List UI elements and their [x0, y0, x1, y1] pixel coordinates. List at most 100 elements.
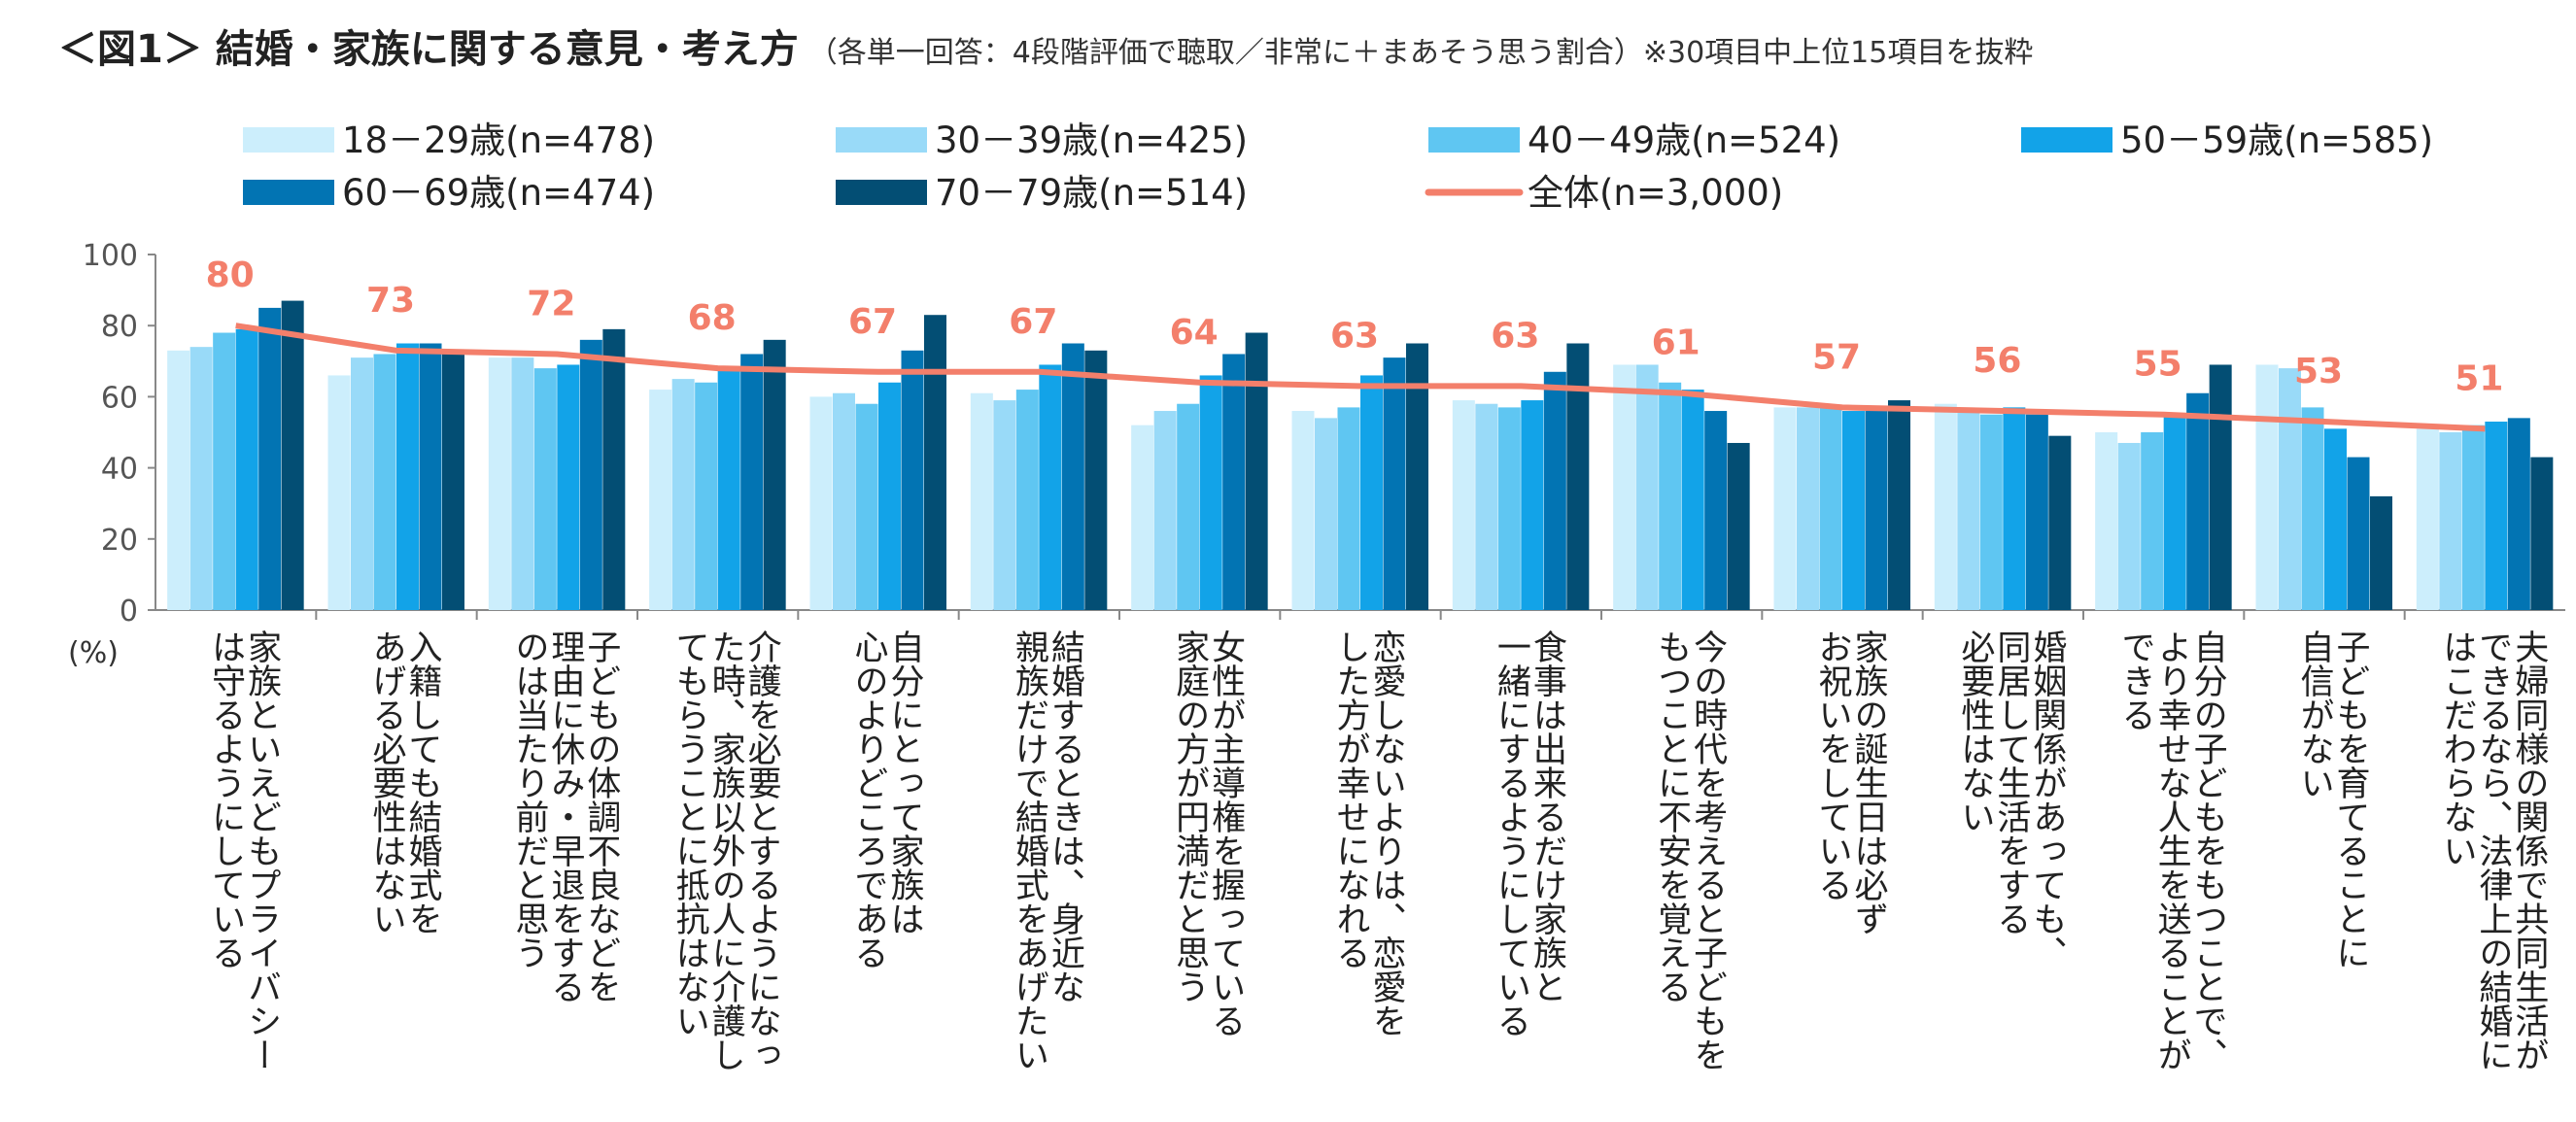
category-label-line: できるなら、法律上の結婚に [2473, 629, 2512, 1071]
category-label-line: 子どもを育てることに [2331, 629, 2370, 969]
category-label-line: より幸せな人生を送ることが [2152, 629, 2192, 1071]
legend-label: 70－79歳(n=514) [935, 172, 1248, 214]
bar [2439, 432, 2462, 610]
bar [833, 392, 855, 610]
category-label-line: た時、家族以外の人に介護し [706, 629, 745, 1071]
bar [1659, 382, 1682, 610]
bar [809, 396, 833, 610]
bar [533, 368, 557, 610]
bar [1566, 343, 1590, 610]
category-label-line: 結婚するときは、身近な [1046, 629, 1084, 1003]
bar [2025, 414, 2048, 610]
category-label-line: 子どもの体調不良などを [581, 629, 620, 1003]
legend-swatch [243, 127, 334, 153]
bar [1704, 411, 1728, 610]
bar [1061, 343, 1084, 610]
bar [1291, 411, 1315, 610]
bar [1797, 407, 1819, 610]
bar [924, 315, 946, 610]
legend-label: 60－69歳(n=474) [342, 172, 655, 214]
bar [1979, 414, 2003, 610]
category-label-line: 自信がない [2295, 629, 2334, 799]
bar [235, 328, 258, 610]
bar [327, 375, 351, 610]
bar [2095, 432, 2118, 610]
bar [1222, 354, 1246, 610]
total-value-label: 53 [2294, 352, 2343, 391]
bar [901, 350, 924, 610]
bar [2416, 428, 2439, 610]
bar [2117, 442, 2141, 610]
y-tick-label: 0 [120, 595, 138, 629]
bar [1475, 403, 1498, 610]
legend-label: 50－59歳(n=585) [2120, 119, 2433, 161]
bar [878, 382, 901, 610]
category-label-line: 理由に休み・早退をする [545, 629, 585, 1003]
total-value-label: 68 [688, 298, 737, 338]
bar [740, 354, 764, 610]
bar [1888, 400, 1910, 610]
category-label-line: 恋愛しないよりは、恋愛を [1367, 629, 1406, 1037]
bar [2003, 407, 2026, 610]
legend-label: 30－39歳(n=425) [935, 119, 1248, 161]
bar [2279, 368, 2301, 610]
bar [2255, 364, 2279, 610]
bar [1819, 407, 1842, 610]
total-line-group: 80 73 72 68 67 67 64 63 63 61 57 56 55 53 51 [206, 255, 2503, 432]
legend-swatch [1428, 127, 1520, 153]
total-value-label: 56 [1973, 341, 2021, 381]
category-label-line: は守るようにしている [206, 629, 245, 969]
bar [2163, 414, 2186, 610]
bar [1681, 390, 1704, 610]
bar [2141, 432, 2164, 610]
bar [351, 357, 373, 610]
total-value-label: 67 [848, 302, 897, 342]
legend-label: 18－29歳(n=478) [342, 119, 655, 161]
category-label-line: のは当たり前だと思う [509, 629, 548, 969]
total-value-label: 61 [1652, 323, 1700, 363]
category-label-line: 介護を必要とするようになっ [742, 629, 781, 1071]
bar [1452, 400, 1475, 610]
category-label-line: 夫婦同様の関係で共同生活が [2509, 629, 2549, 1071]
category-label-line: 家族の誕生日は必ず [1849, 629, 1888, 935]
bar [213, 332, 236, 610]
category-label-line: 入籍しても結婚式を [403, 629, 442, 935]
bar [1245, 332, 1268, 610]
bar [1865, 411, 1888, 610]
category-label-line: 心のよりどころである [849, 629, 888, 969]
chart-legend: 18－29歳(n=478) 30－39歳(n=425) 40－49歳(n=524) 5… [243, 119, 2433, 214]
bar [717, 368, 740, 610]
bar [695, 382, 718, 610]
bar [993, 400, 1016, 610]
bar [419, 343, 442, 610]
y-tick-label: 20 [101, 524, 138, 558]
total-value-label: 72 [527, 284, 575, 323]
total-value-label: 63 [1491, 316, 1539, 356]
y-tick-label: 60 [101, 381, 138, 415]
category-label-line: した方が幸せになれる [1331, 629, 1370, 969]
chart-title-main: ＜図1＞ 結婚・家族に関する意見・考え方 [58, 27, 799, 72]
total-value-label: 67 [1009, 302, 1057, 342]
category-label-line: できる [2116, 629, 2155, 731]
bar [855, 403, 878, 610]
category-label-line: 自分にとって家族は [885, 629, 924, 935]
total-value-label: 57 [1812, 337, 1861, 377]
chart-bars [167, 300, 2554, 610]
bar [1039, 364, 1062, 610]
bar [396, 343, 419, 610]
category-label-line: 必要性はない [1955, 629, 1995, 833]
category-label-line: 今の時代を考えると子どもを [1688, 629, 1728, 1071]
total-line [235, 323, 2486, 432]
bar [557, 364, 580, 610]
bar [2485, 422, 2508, 610]
bar [1360, 375, 1383, 610]
bar [1957, 411, 1980, 610]
bar [1337, 407, 1360, 610]
bar [281, 300, 304, 610]
bar [2507, 418, 2530, 610]
